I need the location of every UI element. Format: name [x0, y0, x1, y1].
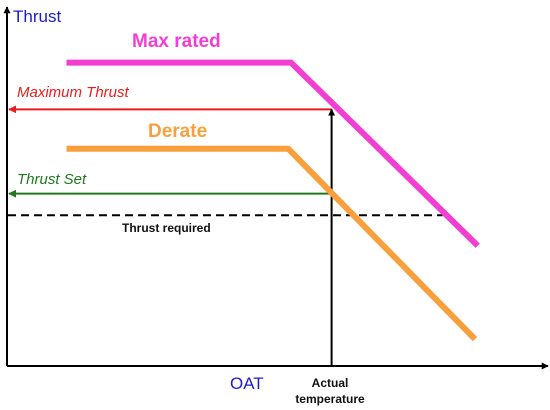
- thrust-set-label: Thrust Set: [17, 171, 87, 188]
- max-rated-label: Max rated: [132, 31, 221, 52]
- derate-line: [66, 145, 478, 342]
- actual-temperature-label-line2: temperature: [295, 392, 365, 406]
- thrust-required-label: Thrust required: [122, 221, 211, 235]
- derate-label: Derate: [148, 121, 207, 142]
- y-axis-title: Thrust: [13, 7, 61, 26]
- actual-temperature-label-line1: Actual: [312, 376, 349, 390]
- maximum-thrust-label: Maximum Thrust: [17, 84, 130, 101]
- x-axis-title: OAT: [230, 374, 264, 393]
- max-rated-line: [66, 59, 480, 248]
